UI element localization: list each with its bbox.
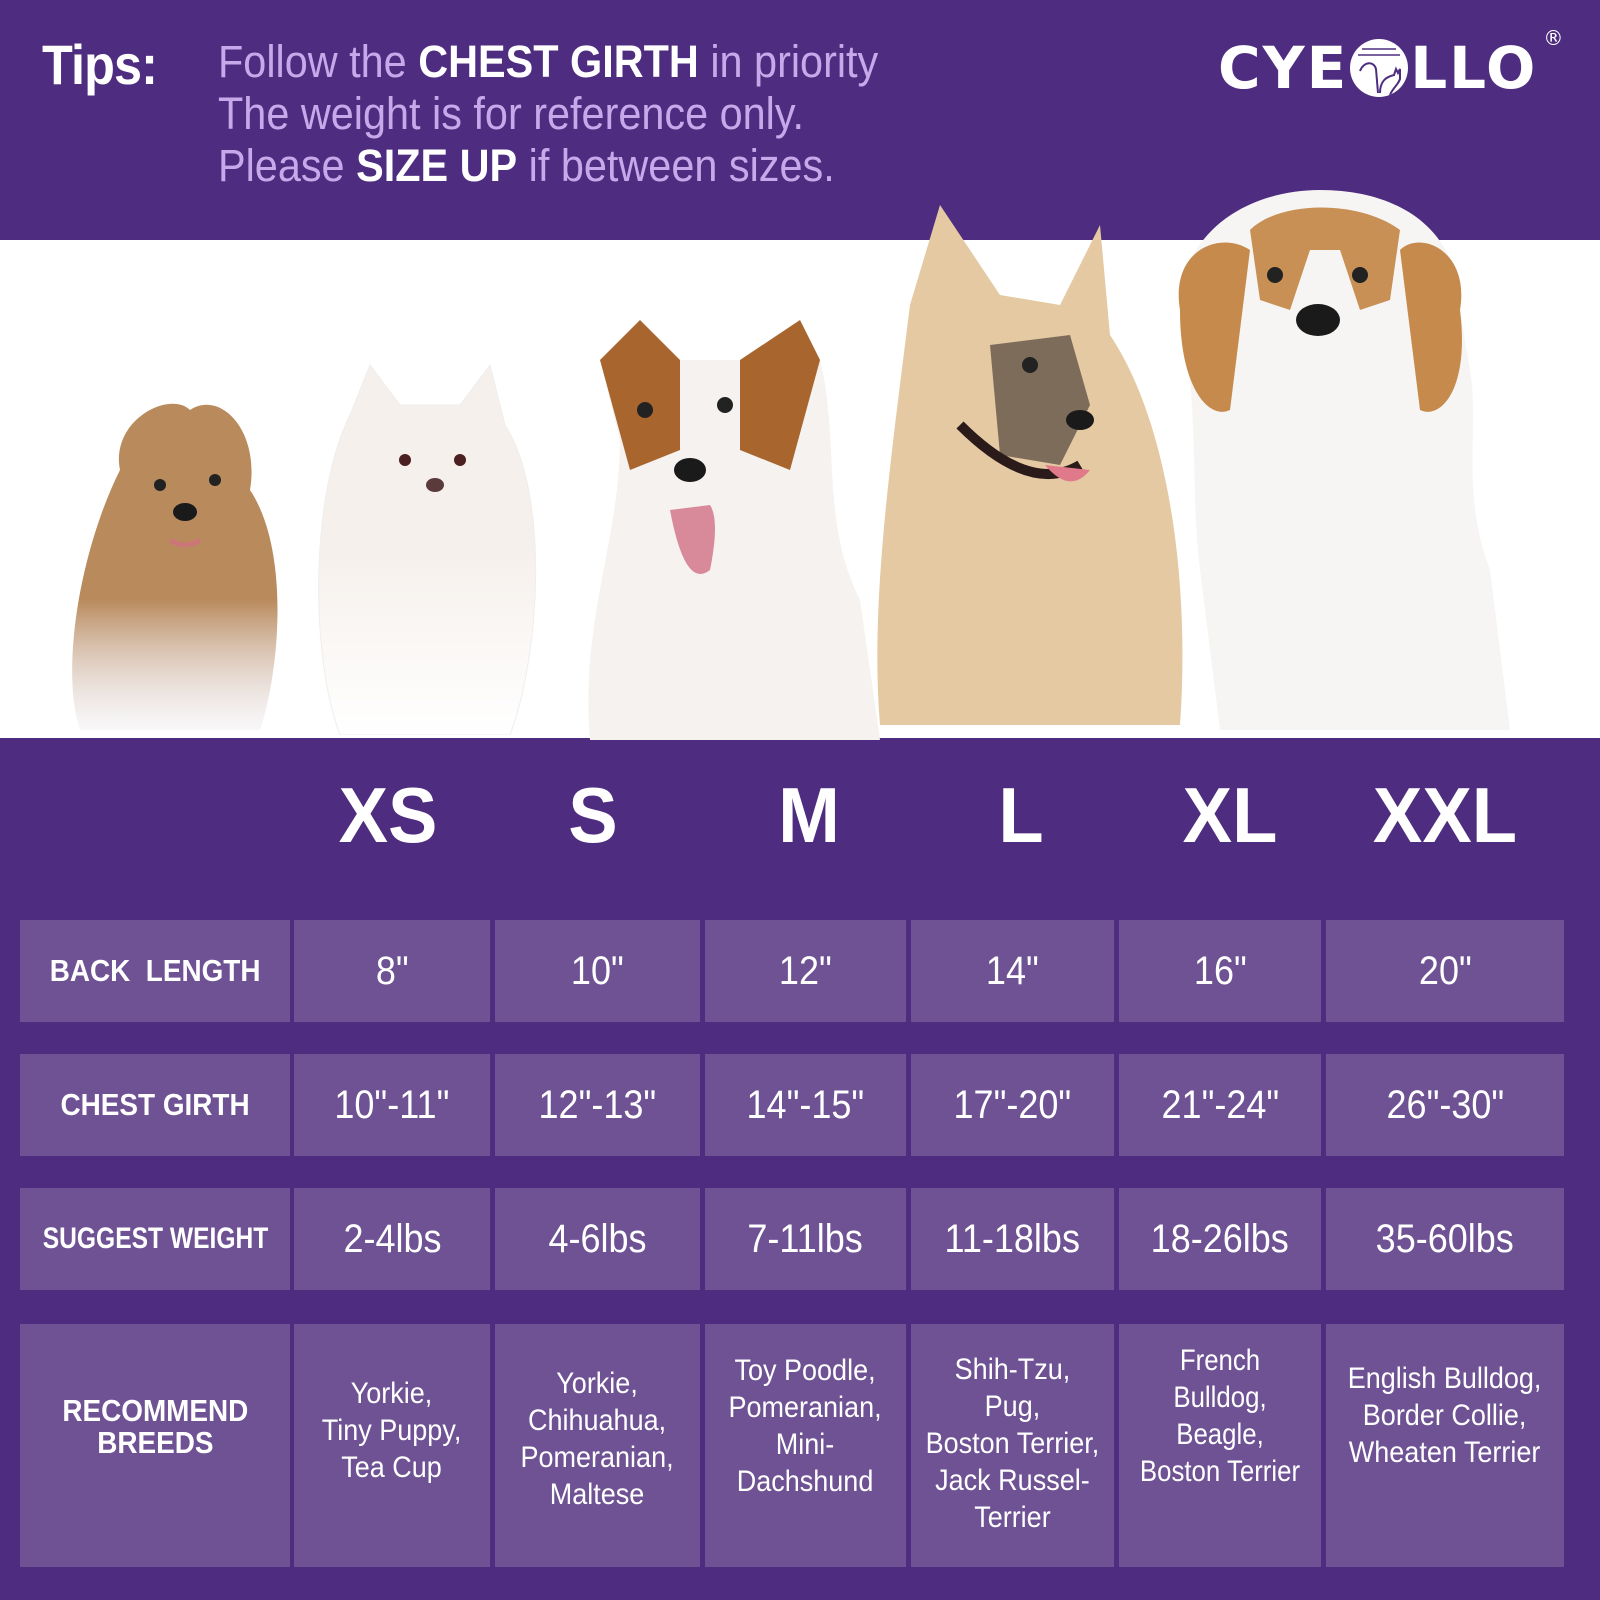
- cell-xxl: English Bulldog, Border Collie, Wheaten …: [1326, 1324, 1564, 1567]
- row-label: RECOMMEND BREEDS: [20, 1324, 290, 1567]
- dog-photo-jack-russell: [588, 320, 880, 740]
- size-m: M: [778, 771, 840, 859]
- brand-logo: CYE LLO ®: [1218, 26, 1566, 102]
- cell-xl: 16": [1119, 920, 1321, 1022]
- pet-globe-icon: [1350, 39, 1409, 97]
- cell-xxl: 26"-30": [1326, 1054, 1564, 1156]
- size-headers: XS S M L XL XXL: [0, 770, 1600, 880]
- tips-text: Follow the CHEST GIRTH in priority The w…: [218, 36, 936, 192]
- cell-m: 12": [705, 920, 906, 1022]
- cell-m: 7-11lbs: [705, 1188, 906, 1290]
- dog-photos: [0, 190, 1600, 740]
- tip-line-3: Please SIZE UP if between sizes.: [218, 140, 835, 191]
- row-label: BACK LENGTH: [20, 920, 290, 1022]
- size-xl: XL: [1182, 771, 1278, 859]
- row-label: SUGGEST WEIGHT: [20, 1188, 290, 1290]
- dog-photo-french-bulldog: [877, 205, 1183, 725]
- cell-xs: 2-4lbs: [294, 1188, 490, 1290]
- cell-l: Shih-Tzu, Pug, Boston Terrier, Jack Russ…: [911, 1324, 1114, 1567]
- tip-line-1: Follow the CHEST GIRTH in priority: [218, 36, 879, 87]
- cell-l: 11-18lbs: [911, 1188, 1114, 1290]
- cell-xl: 18-26lbs: [1119, 1188, 1321, 1290]
- size-l: L: [998, 771, 1044, 859]
- cell-s: 10": [495, 920, 700, 1022]
- tips-label: Tips:: [42, 33, 158, 96]
- cell-m: Toy Poodle, Pomeranian, Mini- Dachshund: [705, 1324, 906, 1567]
- cell-l: 17"-20": [911, 1054, 1114, 1156]
- cell-xs: 8": [294, 920, 490, 1022]
- dog-photo-pomeranian: [318, 363, 537, 735]
- cell-xs: 10"-11": [294, 1054, 490, 1156]
- cell-s: 4-6lbs: [495, 1188, 700, 1290]
- size-s: S: [568, 771, 618, 859]
- cell-xxl: 35-60lbs: [1326, 1188, 1564, 1290]
- row-label: CHEST GIRTH: [20, 1054, 290, 1156]
- dog-photo-yorkie: [72, 403, 278, 730]
- registered-mark: ®: [1543, 26, 1566, 50]
- size-xxl: XXL: [1372, 771, 1518, 859]
- cell-s: 12"-13": [495, 1054, 700, 1156]
- cell-l: 14": [911, 920, 1114, 1022]
- cell-xs: Yorkie, Tiny Puppy, Tea Cup: [294, 1324, 490, 1567]
- cell-s: Yorkie, Chihuahua, Pomeranian, Maltese: [495, 1324, 700, 1567]
- cell-xl: French Bulldog, Beagle, Boston Terrier: [1119, 1324, 1321, 1567]
- dog-photo-beagle: [1178, 190, 1510, 730]
- cell-m: 14"-15": [705, 1054, 906, 1156]
- cell-xxl: 20": [1326, 920, 1564, 1022]
- cell-xl: 21"-24": [1119, 1054, 1321, 1156]
- size-xs: XS: [338, 771, 438, 859]
- tip-line-2: The weight is for reference only.: [218, 88, 805, 139]
- header-band: Tips: Follow the CHEST GIRTH in priority…: [0, 0, 1600, 240]
